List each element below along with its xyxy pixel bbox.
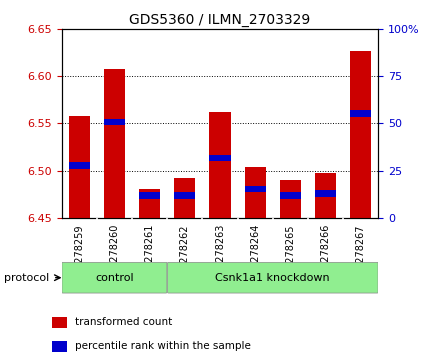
Bar <box>350 110 371 117</box>
Bar <box>52 340 67 352</box>
Text: transformed count: transformed count <box>75 317 172 327</box>
Bar <box>245 167 266 218</box>
Bar <box>315 191 336 197</box>
Text: control: control <box>95 273 134 283</box>
Bar <box>69 116 90 218</box>
Bar <box>139 192 160 199</box>
FancyBboxPatch shape <box>62 262 167 293</box>
Bar <box>174 178 195 218</box>
Text: percentile rank within the sample: percentile rank within the sample <box>75 341 251 351</box>
Bar <box>69 162 90 169</box>
Bar <box>104 69 125 218</box>
Bar <box>209 112 231 218</box>
FancyBboxPatch shape <box>168 262 378 293</box>
Bar <box>350 51 371 218</box>
Bar <box>139 189 160 218</box>
Bar <box>315 174 336 218</box>
Bar <box>104 119 125 125</box>
Text: protocol: protocol <box>4 273 50 283</box>
Bar <box>280 192 301 199</box>
Bar <box>209 155 231 161</box>
Bar <box>52 317 67 328</box>
Text: Csnk1a1 knockdown: Csnk1a1 knockdown <box>216 273 330 283</box>
Title: GDS5360 / ILMN_2703329: GDS5360 / ILMN_2703329 <box>129 13 311 26</box>
Bar <box>174 192 195 199</box>
Bar <box>245 186 266 192</box>
Bar <box>280 180 301 218</box>
